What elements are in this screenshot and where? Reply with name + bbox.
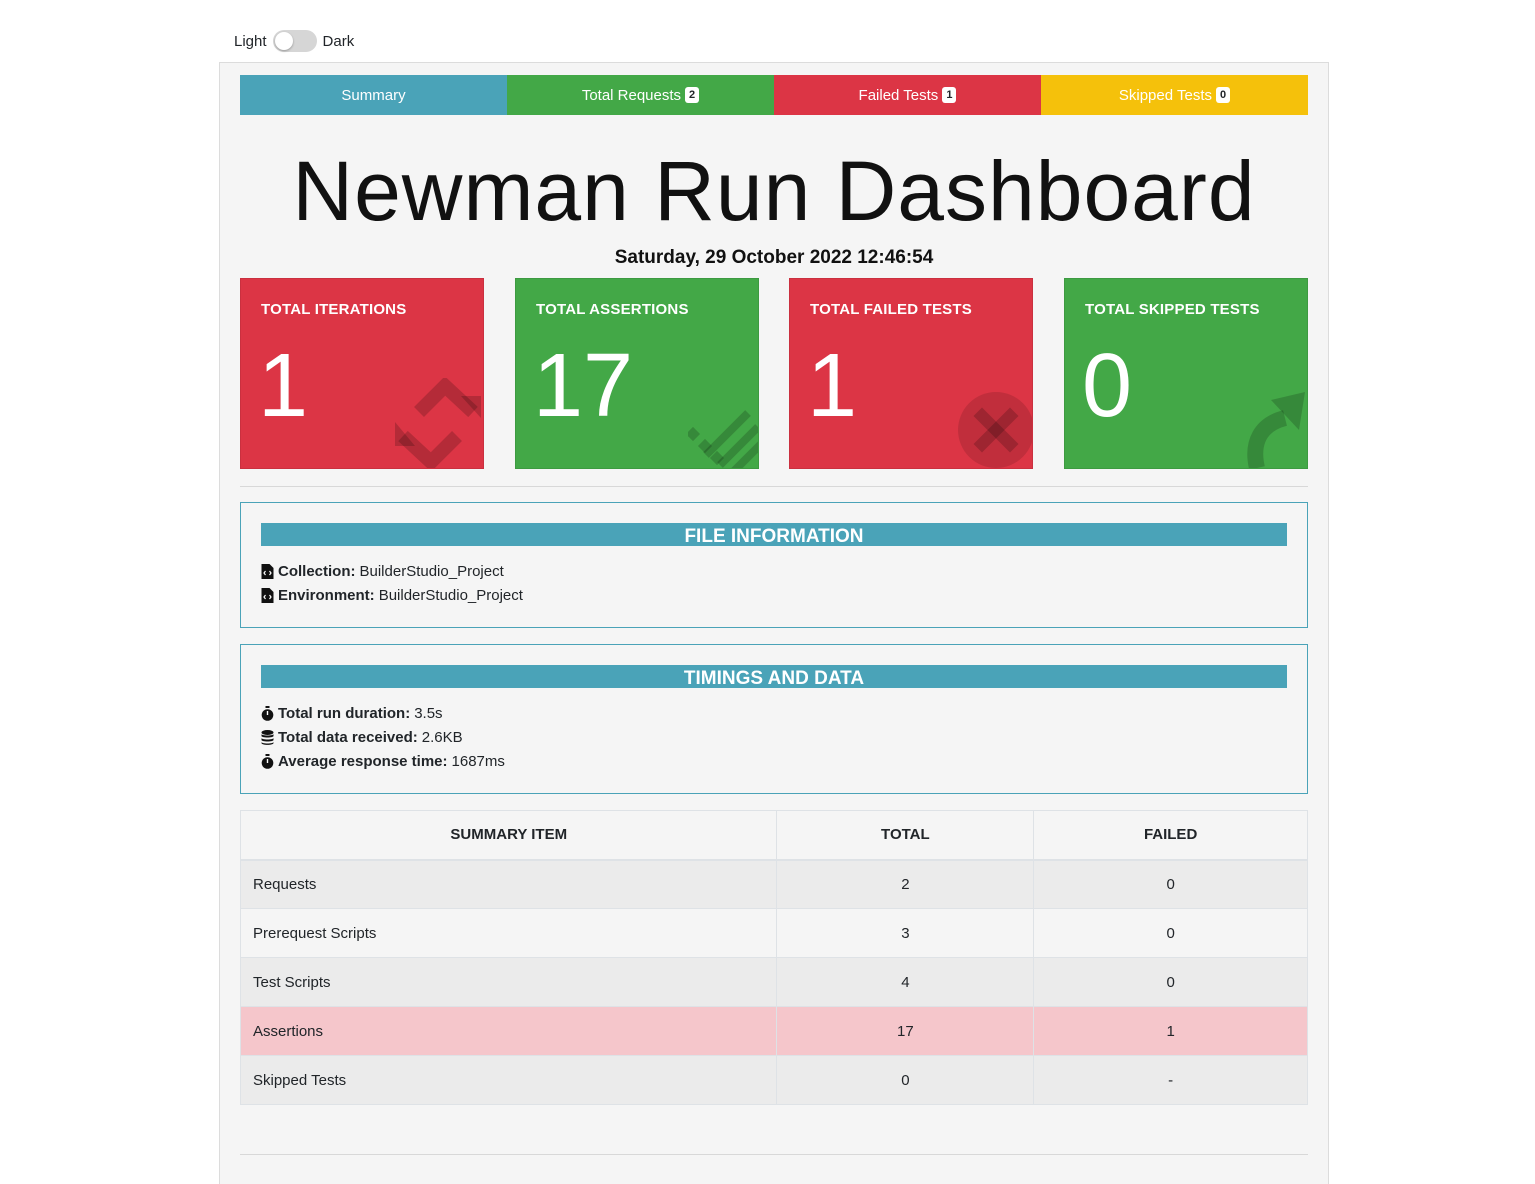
environment-value: BuilderStudio_Project — [378, 586, 523, 604]
row-failed: 0 — [1033, 859, 1308, 909]
card-total-iterations: TOTAL ITERATIONS 1 — [240, 278, 484, 469]
table-header-row: SUMMARY ITEM TOTAL FAILED — [239, 810, 1308, 861]
stopwatch-icon — [261, 753, 274, 769]
tab-summary[interactable]: Summary — [240, 75, 507, 115]
row-item: Requests — [239, 859, 778, 909]
tab-summary-label: Summary — [341, 86, 406, 104]
row-failed: 1 — [1033, 1006, 1308, 1056]
card-total-failed-tests: TOTAL FAILED TESTS 1 — [789, 278, 1033, 469]
table-row: Skipped Tests 0 - — [239, 1055, 1308, 1105]
table-row: Requests 2 0 — [239, 859, 1308, 909]
environment-line: Environment: BuilderStudio_Project — [261, 583, 1287, 607]
page-title: Newman Run Dashboard — [292, 144, 1256, 238]
stopwatch-icon — [261, 705, 274, 721]
header-summary-item: SUMMARY ITEM — [239, 810, 778, 861]
collection-value: BuilderStudio_Project — [359, 562, 504, 580]
data-received-label: Total data received: — [278, 728, 418, 746]
card-total-skipped-tests: TOTAL SKIPPED TESTS 0 — [1064, 278, 1308, 469]
light-label: Light — [234, 32, 267, 50]
file-code-icon — [261, 563, 274, 579]
tab-total-requests-label: Total Requests — [581, 86, 682, 104]
row-failed: - — [1033, 1055, 1308, 1105]
row-total: 17 — [776, 1006, 1035, 1056]
card-value: 0 — [1082, 336, 1133, 436]
divider — [240, 1154, 1308, 1155]
header-failed: FAILED — [1033, 810, 1308, 861]
list-check-icon — [688, 410, 758, 468]
row-failed: 0 — [1033, 957, 1308, 1007]
switch-knob[interactable] — [274, 32, 293, 50]
row-total: 2 — [776, 859, 1035, 909]
data-received-value: 2.6KB — [421, 728, 463, 746]
dashboard-container: Summary Total Requests 2 Failed Tests 1 … — [219, 62, 1329, 1184]
data-received-line: Total data received: 2.6KB — [261, 725, 1287, 749]
duration-line: Total run duration: 3.5s — [261, 701, 1287, 725]
repeat-icon — [395, 378, 481, 468]
skipped-tests-badge: 0 — [1216, 87, 1231, 103]
header-total: TOTAL — [776, 810, 1035, 861]
card-total-assertions: TOTAL ASSERTIONS 17 — [515, 278, 759, 469]
card-title: TOTAL SKIPPED TESTS — [1085, 301, 1260, 318]
database-icon — [261, 729, 274, 745]
row-item: Test Scripts — [239, 957, 778, 1007]
row-item: Assertions — [239, 1006, 778, 1056]
card-title: TOTAL ITERATIONS — [261, 301, 407, 318]
duration-label: Total run duration: — [278, 704, 411, 722]
card-value: 1 — [807, 336, 858, 436]
row-failed: 0 — [1033, 908, 1308, 958]
divider — [240, 486, 1308, 487]
stat-cards: TOTAL ITERATIONS 1 TOTAL ASSERTIONS 17 — [240, 278, 1308, 469]
summary-table: SUMMARY ITEM TOTAL FAILED Requests 2 0 P… — [239, 810, 1308, 1105]
avg-response-value: 1687ms — [451, 752, 505, 770]
run-date: Saturday, 29 October 2022 12:46:54 — [614, 247, 934, 268]
total-requests-badge: 2 — [685, 87, 700, 103]
row-item: Prerequest Scripts — [239, 908, 778, 958]
tab-skipped-tests-label: Skipped Tests — [1118, 86, 1212, 104]
theme-switch[interactable] — [272, 30, 317, 52]
table-row: Prerequest Scripts 3 0 — [239, 908, 1308, 958]
avg-response-label: Average response time: — [278, 752, 448, 770]
card-value: 1 — [258, 336, 309, 436]
tab-total-requests[interactable]: Total Requests 2 — [507, 75, 774, 115]
row-total: 3 — [776, 908, 1035, 958]
collection-label: Collection: — [278, 562, 356, 580]
duration-value: 3.5s — [414, 704, 443, 722]
dark-label: Dark — [322, 32, 355, 50]
card-title: TOTAL ASSERTIONS — [536, 301, 689, 318]
card-value: 17 — [533, 336, 634, 436]
times-circle-icon — [958, 392, 1032, 468]
tab-failed-tests-label: Failed Tests — [858, 86, 939, 104]
file-code-icon — [261, 587, 274, 603]
table-row-failed: Assertions 17 1 — [239, 1006, 1308, 1056]
table-row: Test Scripts 4 0 — [239, 957, 1308, 1007]
nav-tabs: Summary Total Requests 2 Failed Tests 1 … — [240, 75, 1308, 115]
timings-data-header: TIMINGS AND DATA — [261, 665, 1287, 689]
failed-tests-badge: 1 — [942, 87, 957, 103]
row-total: 4 — [776, 957, 1035, 1007]
card-title: TOTAL FAILED TESTS — [810, 301, 972, 318]
avg-response-line: Average response time: 1687ms — [261, 749, 1287, 773]
environment-label: Environment: — [278, 586, 375, 604]
collection-line: Collection: BuilderStudio_Project — [261, 559, 1287, 583]
tab-skipped-tests[interactable]: Skipped Tests 0 — [1041, 75, 1308, 115]
theme-toggle: Light Dark — [234, 30, 354, 52]
file-information-header: FILE INFORMATION — [261, 523, 1287, 547]
timings-data-panel: TIMINGS AND DATA Total run duration: 3.5… — [240, 644, 1308, 794]
tab-failed-tests[interactable]: Failed Tests 1 — [774, 75, 1041, 115]
row-total: 0 — [776, 1055, 1035, 1105]
file-information-panel: FILE INFORMATION Collection: BuilderStud… — [240, 502, 1308, 628]
share-arrow-icon — [1247, 392, 1305, 468]
row-item: Skipped Tests — [239, 1055, 778, 1105]
